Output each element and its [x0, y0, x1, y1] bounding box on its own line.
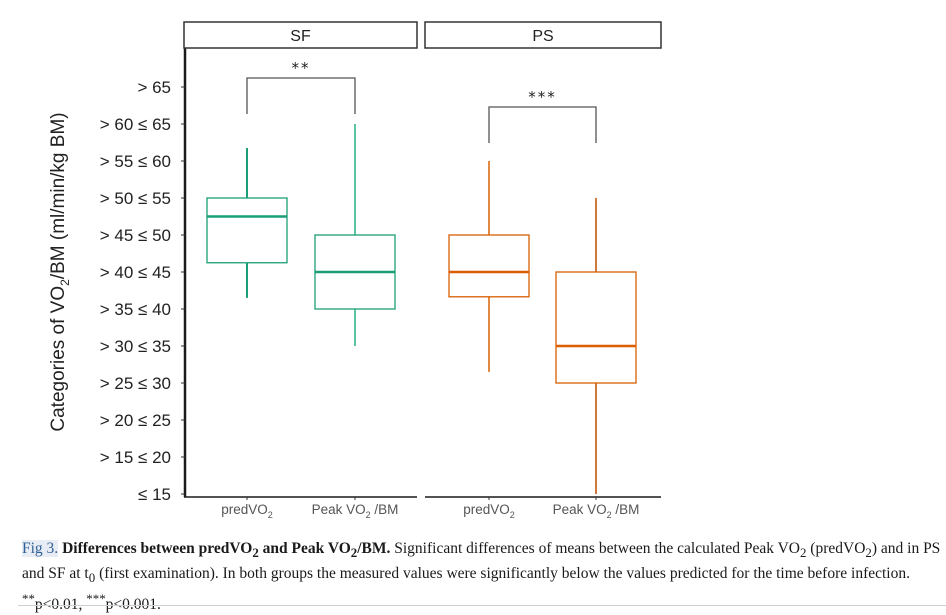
significance-label: *** [528, 88, 557, 106]
caption-divider [18, 605, 946, 606]
box-sf-predvo2 [206, 148, 288, 298]
y-tick-label: > 40 ≤ 45 [100, 263, 171, 282]
figure-description: Significant differences of means between… [22, 540, 941, 614]
iqr-box [206, 197, 288, 264]
significance-label: ** [292, 59, 311, 77]
y-tick-label: > 35 ≤ 40 [100, 300, 171, 319]
y-tick-label: > 55 ≤ 60 [100, 152, 171, 171]
box-plot-chart: ≤ 15 > 15 ≤ 20 > 20 ≤ 25 > 25 ≤ 30 > 30 ≤ 35… [48, 21, 662, 520]
panel-strip-ps [424, 21, 662, 49]
figure-caption: Fig 3. Differences between predVO2 and P… [22, 538, 942, 615]
box-ps-predvo2 [448, 161, 530, 372]
y-tick-label: > 25 ≤ 30 [100, 374, 171, 393]
x-tick-label: Peak VO2 /BM [553, 502, 640, 520]
y-axis-title: Categories of VO2/BM (ml/min/kg BM) [48, 112, 72, 431]
y-tick-label: > 65 [137, 78, 171, 97]
panel-strip-label: SF [290, 28, 311, 45]
figure-title: Differences between predVO2 and Peak VO2… [62, 540, 391, 561]
y-tick-label: > 50 ≤ 55 [100, 189, 171, 208]
box-sf-peakvo2 [314, 124, 396, 346]
iqr-box [555, 271, 637, 384]
x-tick-label: predVO2 [463, 502, 515, 520]
y-tick-label: > 15 ≤ 20 [100, 448, 171, 467]
y-tick-label: > 60 ≤ 65 [100, 115, 171, 134]
significance-bracket [488, 106, 597, 143]
panel-strip-sf [183, 21, 418, 49]
x-tick-label: predVO2 [221, 502, 273, 520]
y-tick-label: ≤ 15 [138, 485, 171, 504]
y-tick-label: > 20 ≤ 25 [100, 411, 171, 430]
box-ps-peakvo2 [555, 198, 637, 494]
y-tick-label: > 30 ≤ 35 [100, 337, 171, 356]
iqr-box [448, 234, 530, 298]
figure-label: Fig 3. [22, 540, 59, 557]
x-tick-label: Peak VO2 /BM [312, 502, 399, 520]
significance-bracket [246, 77, 356, 114]
panel-strip-label: PS [532, 28, 553, 45]
y-tick-label: > 45 ≤ 50 [100, 226, 171, 245]
